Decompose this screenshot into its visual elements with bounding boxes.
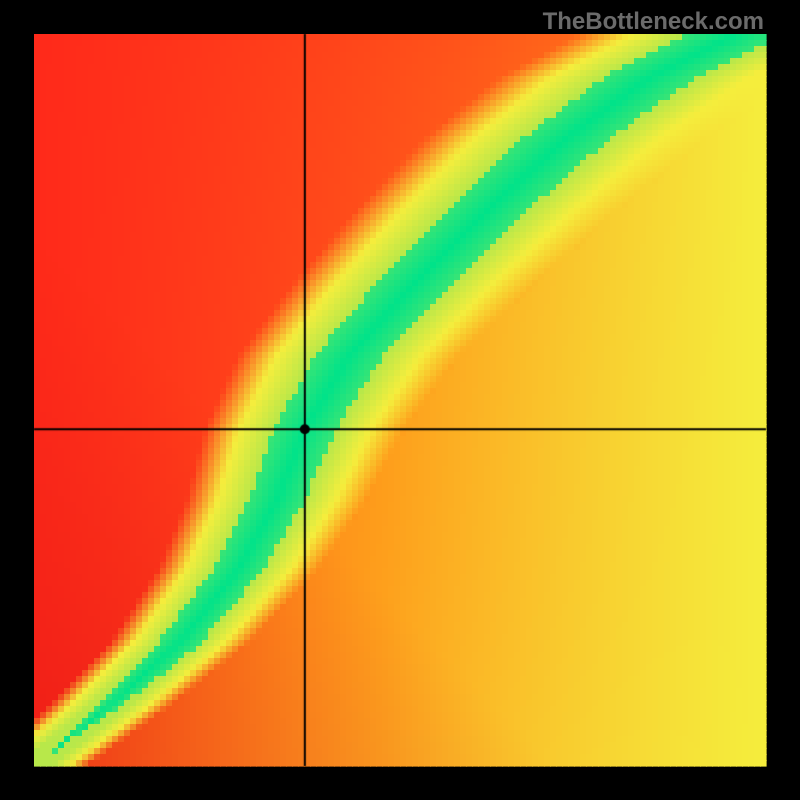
bottleneck-heatmap bbox=[0, 0, 800, 800]
chart-container: TheBottleneck.com bbox=[0, 0, 800, 800]
